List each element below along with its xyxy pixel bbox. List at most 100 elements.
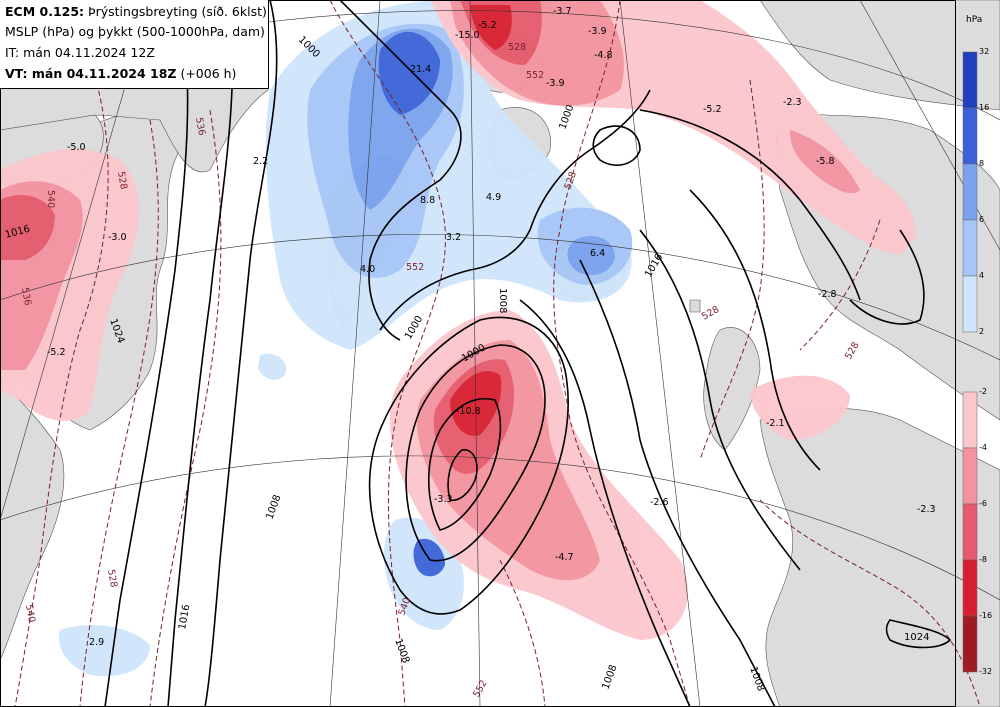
change-label: -15.0 xyxy=(455,30,480,41)
rise-area-sw2 xyxy=(258,353,286,380)
fall-legend-swatch xyxy=(962,615,978,673)
canada-labrador xyxy=(0,379,65,661)
change-label: -3.7 xyxy=(553,6,572,17)
fall-legend-tick: -8 xyxy=(979,555,987,564)
title-line-2: MSLP (hPa) og þykkt (500-1000hPa, dam) xyxy=(5,24,265,39)
rise-legend-swatch xyxy=(962,51,978,109)
rise-legend-tick: 16 xyxy=(979,103,990,112)
change-label: -3.3 xyxy=(434,494,453,505)
rise-legend-tick: 6 xyxy=(979,215,985,224)
pressure-change-shading xyxy=(0,0,916,677)
change-label: -4.7 xyxy=(555,552,574,563)
change-label: 21.4 xyxy=(410,64,431,75)
thickness-label: 528 xyxy=(105,569,119,589)
forecast-step: (+006 h) xyxy=(180,66,237,81)
fall-legend-tick: -6 xyxy=(979,499,987,508)
thickness-label: 528 xyxy=(115,171,129,191)
isobar-label: 1008 xyxy=(264,493,283,521)
isobar-label: 1000 xyxy=(557,103,576,131)
rise-legend-swatch xyxy=(962,107,978,165)
legend-bars xyxy=(962,51,978,673)
thickness-label: 552 xyxy=(471,678,490,699)
isobar-label: 1008 xyxy=(392,637,411,665)
thickness-label: 552 xyxy=(526,70,544,81)
fall-legend-swatch xyxy=(962,559,978,617)
thickness-label: 528 xyxy=(700,304,721,323)
valid-time: VT: mán 04.11.2024 18Z xyxy=(5,66,177,81)
change-label: -5.2 xyxy=(478,20,497,31)
change-label: 8.8 xyxy=(420,195,435,206)
change-label: -2.1 xyxy=(766,418,785,429)
change-label: -4.8 xyxy=(594,50,613,61)
fall-legend-tick: -32 xyxy=(979,667,993,676)
thickness-label: 528 xyxy=(843,340,862,361)
rise-area-atlantic-strong xyxy=(413,538,445,577)
change-label: -2.3 xyxy=(917,504,936,515)
rise-legend-tick: 8 xyxy=(979,159,985,168)
isobar-label: 1016 xyxy=(177,604,192,631)
europe-mainland xyxy=(759,408,1000,707)
fall-legend-tick: -2 xyxy=(979,387,987,396)
title-line-4: VT: mán 04.11.2024 18Z (+006 h) xyxy=(5,66,236,81)
rise-legend-tick: 4 xyxy=(979,271,985,280)
faroe xyxy=(689,299,701,313)
change-label: -5.8 xyxy=(816,156,835,167)
isobars xyxy=(104,0,952,707)
isobar-label: 1024 xyxy=(904,632,929,643)
rise-area-sw xyxy=(58,625,150,677)
rise-area-iceland xyxy=(567,236,615,276)
rise-legend-tick: 32 xyxy=(979,47,990,56)
isobar-label: 1008 xyxy=(600,663,619,691)
change-label: 3.2 xyxy=(446,232,461,243)
rise-legend-tick: 2 xyxy=(979,327,985,336)
change-label: -5.2 xyxy=(703,104,722,115)
isobar-label: 1008 xyxy=(497,288,508,313)
isobar-label: 1008 xyxy=(747,665,766,693)
fall-legend-swatch xyxy=(962,391,978,449)
fall-area-east-mid xyxy=(790,130,860,194)
change-label: 2.9 xyxy=(89,637,104,648)
model-name: ECM 0.125: xyxy=(5,4,85,19)
fall-area-baltic xyxy=(859,170,916,243)
isobar-label: 1016 xyxy=(643,252,665,280)
british-isles xyxy=(703,327,761,451)
change-label: -2.6 xyxy=(650,497,669,508)
thickness-contours xyxy=(14,0,981,707)
siberia-coast xyxy=(600,0,1000,111)
thickness-label: 536 xyxy=(193,117,207,137)
fall-area-north-peak xyxy=(470,5,512,50)
title-line-1: ECM 0.125: Þrýstingsbreyting (síð. 6klst… xyxy=(5,4,267,19)
change-label: 2.2 xyxy=(253,156,268,167)
thickness-label: 536 xyxy=(19,287,33,307)
rise-legend-swatch xyxy=(962,219,978,277)
change-label: -2.3 xyxy=(783,97,802,108)
change-label: -10.8 xyxy=(456,406,481,417)
rise-legend-swatch xyxy=(962,275,978,333)
legend-unit: hPa xyxy=(966,15,983,25)
change-label: 4.9 xyxy=(486,192,501,203)
change-label: -3.9 xyxy=(546,78,565,89)
fall-area-west-strong xyxy=(0,195,55,260)
fall-legend-swatch xyxy=(962,447,978,505)
title-box: ECM 0.125: Þrýstingsbreyting (síð. 6klst… xyxy=(0,0,269,89)
rise-legend-swatch xyxy=(962,163,978,221)
change-label: -5.0 xyxy=(67,142,86,153)
fall-legend-swatch xyxy=(962,503,978,561)
thickness-label: 540 xyxy=(45,190,56,208)
thickness-label: 540 xyxy=(23,604,37,624)
rise-area-north-peak xyxy=(378,31,440,115)
fall-legend-tick: -16 xyxy=(979,611,993,620)
change-label: -3.9 xyxy=(588,26,607,37)
fall-area-europe xyxy=(750,375,850,440)
change-label: 6.4 xyxy=(590,248,605,259)
field-name: Þrýstingsbreyting (síð. 6klst) xyxy=(88,4,267,19)
change-label: 4.0 xyxy=(360,264,375,275)
change-label: -2.8 xyxy=(818,289,837,300)
fall-legend-tick: -4 xyxy=(979,443,987,452)
change-label: -3.0 xyxy=(108,232,127,243)
change-labels: -5.2 -3.7 -15.0 -3.9 -4.8 -3.9 -5.2 -2.3… xyxy=(47,6,936,648)
title-line-3: IT: mán 04.11.2024 12Z xyxy=(5,45,155,60)
thickness-label: 552 xyxy=(406,262,424,273)
